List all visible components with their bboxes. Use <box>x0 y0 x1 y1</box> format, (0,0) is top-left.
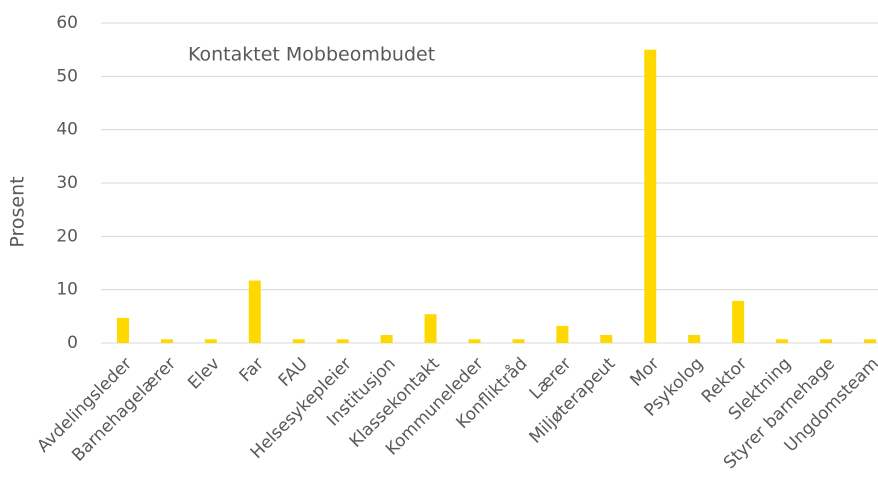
y-tick-label: 50 <box>56 66 78 86</box>
bar <box>863 339 876 343</box>
x-tick-label: FAU <box>275 354 312 391</box>
y-axis-label: Prosent <box>7 176 29 247</box>
bar <box>468 339 481 343</box>
bar <box>732 300 745 343</box>
y-tick-label: 30 <box>56 173 78 193</box>
bar <box>512 339 525 343</box>
x-tick-label: Elev <box>184 354 224 394</box>
bar <box>644 49 657 344</box>
bar <box>688 335 701 343</box>
bar <box>248 280 261 343</box>
bar <box>380 335 393 343</box>
bar <box>424 314 437 343</box>
bar <box>336 339 349 343</box>
y-tick-label: 20 <box>56 226 78 246</box>
y-tick-label: 10 <box>56 280 78 300</box>
x-tick-label: Far <box>236 354 268 386</box>
bar <box>556 325 569 343</box>
bar <box>160 339 173 343</box>
bar <box>292 339 305 343</box>
bar <box>116 317 129 343</box>
bar <box>600 335 613 343</box>
bar <box>204 339 217 343</box>
y-tick-label: 60 <box>56 13 78 33</box>
chart-title: Kontaktet Mobbeombudet <box>188 44 435 66</box>
bar <box>820 339 833 343</box>
y-tick-label: 0 <box>67 333 78 353</box>
bar <box>776 339 789 343</box>
x-tick-label: Mor <box>627 354 664 391</box>
y-tick-label: 40 <box>56 120 78 140</box>
